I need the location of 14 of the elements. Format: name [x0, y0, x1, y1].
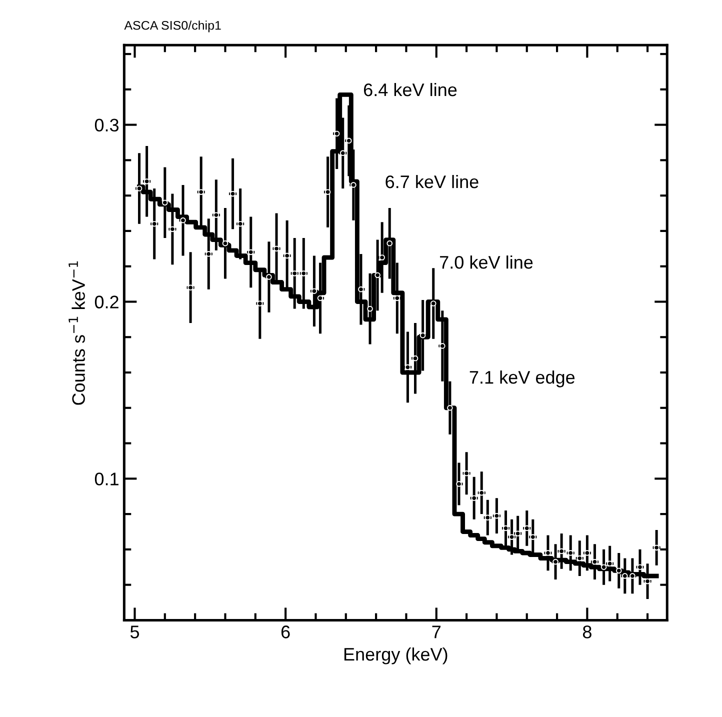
x-tick-label: 6 [281, 626, 290, 638]
y-tick-label: 0.1 [94, 472, 118, 486]
y-tick-label: 0.3 [94, 118, 119, 132]
annotation: 7.1 keV edge [470, 370, 575, 388]
annotation: 7.0 keV line [440, 255, 533, 269]
annotation: 6.4 keV line [364, 82, 457, 96]
y-tick-label: 0.2 [94, 296, 118, 308]
chart-title: ASCA SIS0/chip1 [124, 20, 221, 32]
x-tick-label: 5 [130, 626, 140, 638]
x-axis-title: Energy (keV) [344, 647, 448, 664]
y-axis-title: Counts s$^{−1}$ keV$^{−1}$ [68, 261, 85, 405]
x-tick-label: 7 [432, 626, 440, 638]
annotation: 6.7 keV line [386, 174, 478, 188]
x-tick-label: 8 [582, 626, 592, 638]
